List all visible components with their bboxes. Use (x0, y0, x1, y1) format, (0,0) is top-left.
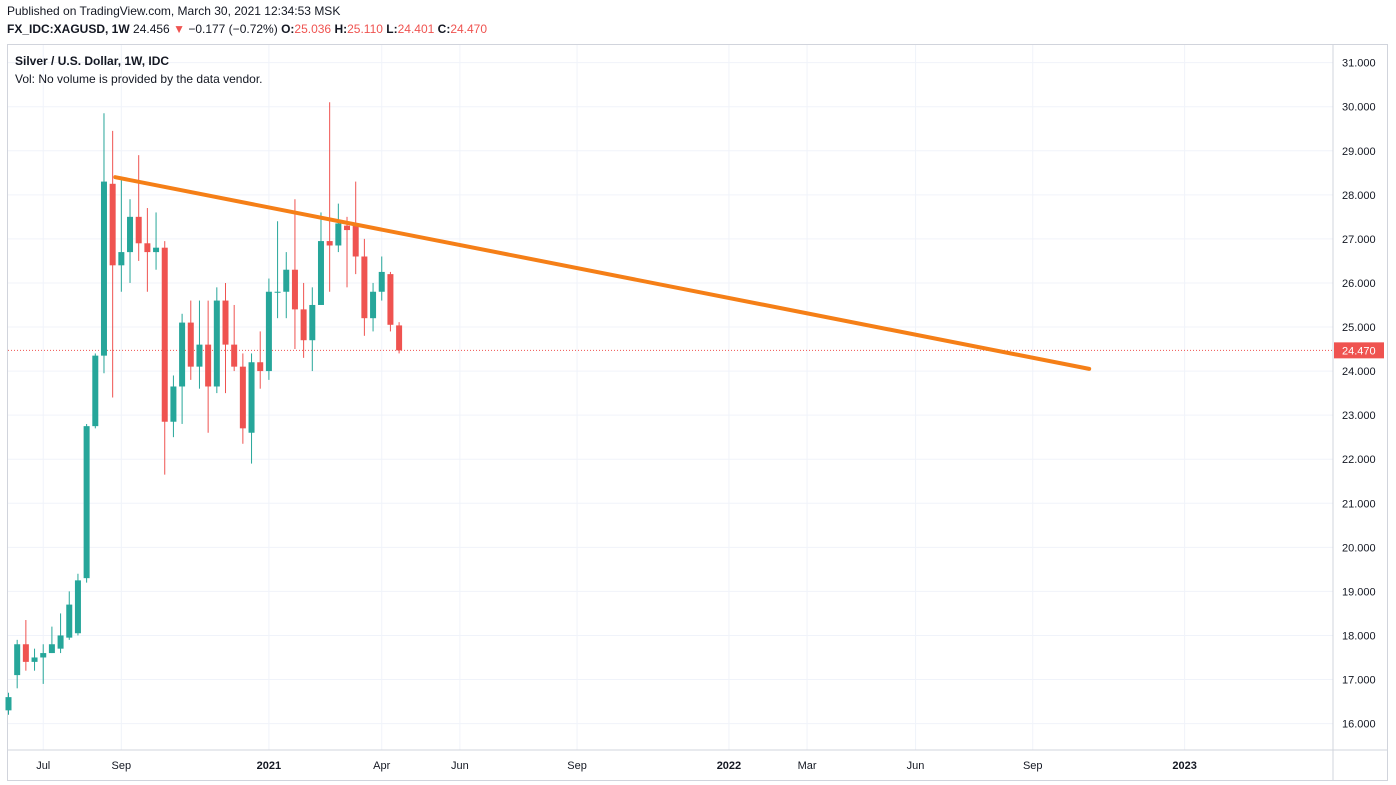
candle-body[interactable] (153, 247, 160, 253)
y-tick-label: 16.000 (1342, 719, 1376, 731)
x-tick-label: 2022 (717, 760, 741, 772)
y-tick-label: 26.000 (1342, 278, 1376, 290)
y-tick-label: 27.000 (1342, 234, 1376, 246)
candle-body[interactable] (309, 304, 316, 341)
candle-body[interactable] (205, 344, 212, 387)
last-price-badge (1334, 342, 1384, 359)
candle-body[interactable] (291, 269, 298, 310)
y-tick-label: 28.000 (1342, 190, 1376, 202)
y-tick-label: 20.000 (1342, 542, 1376, 554)
candle-body[interactable] (239, 366, 246, 429)
candle-body[interactable] (100, 181, 107, 356)
published-caption: Published on TradingView.com, March 30, … (7, 4, 341, 18)
candle-body[interactable] (387, 274, 394, 325)
symbol-header: FX_IDC:XAGUSD, 1W 24.456 ▼ −0.177 (−0.72… (7, 22, 487, 36)
candle-body[interactable] (361, 256, 368, 319)
chart-pane[interactable] (7, 44, 1388, 781)
candle-body[interactable] (170, 386, 177, 422)
low-label: L: (386, 22, 398, 36)
candle-body[interactable] (135, 216, 142, 244)
y-tick-label: 21.000 (1342, 498, 1376, 510)
trend-line[interactable] (113, 175, 1092, 371)
y-tick-label: 22.000 (1342, 454, 1376, 466)
last-price-label: 24.470 (1342, 345, 1376, 357)
x-tick-label: 2023 (1172, 760, 1196, 772)
close-label: C: (437, 22, 451, 36)
y-tick-label: 17.000 (1342, 675, 1376, 687)
candle-body[interactable] (222, 300, 229, 345)
x-tick-label: Jun (451, 760, 469, 772)
open-value: 25.036 (294, 22, 332, 36)
candle-body[interactable] (257, 362, 264, 372)
candle-body[interactable] (109, 183, 116, 266)
x-tick-label: Apr (373, 760, 390, 772)
y-tick-label: 25.000 (1342, 322, 1376, 334)
last-price: 24.456 (133, 22, 170, 36)
candle-body[interactable] (213, 300, 220, 387)
candle-body[interactable] (22, 644, 29, 662)
high-value: 25.110 (347, 22, 383, 36)
series-title: Silver / U.S. Dollar, 1W, IDC (15, 54, 170, 68)
y-tick-label: 30.000 (1342, 102, 1376, 114)
candle-body[interactable] (40, 653, 47, 658)
close-value: 24.470 (450, 22, 488, 36)
candle-body[interactable] (378, 271, 385, 292)
candle-body[interactable] (83, 426, 90, 579)
candle-body[interactable] (248, 362, 255, 433)
x-tick-label: Jul (36, 760, 50, 772)
candle-body[interactable] (196, 344, 203, 367)
y-tick-label: 18.000 (1342, 630, 1376, 642)
y-tick-label: 23.000 (1342, 410, 1376, 422)
volume-note: Vol: No volume is provided by the data v… (15, 72, 263, 86)
x-tick-label: Mar (798, 760, 817, 772)
candle-body[interactable] (74, 580, 81, 634)
x-tick-label: Sep (567, 760, 587, 772)
candle-body[interactable] (274, 291, 281, 293)
y-tick-label: 24.000 (1342, 366, 1376, 378)
candle-body[interactable] (326, 241, 333, 246)
candle-body[interactable] (161, 247, 168, 422)
candle-body[interactable] (370, 291, 377, 319)
open-label: O: (281, 22, 295, 36)
candle-body[interactable] (144, 243, 151, 253)
x-tick-label: 2021 (257, 760, 281, 772)
candle-body[interactable] (352, 225, 359, 257)
y-tick-label: 19.000 (1342, 586, 1376, 598)
chart-legend: Silver / U.S. Dollar, 1W, IDC Vol: No vo… (15, 52, 262, 88)
candle-body[interactable] (14, 644, 21, 676)
candle-body[interactable] (187, 322, 194, 367)
x-tick-label: Jun (907, 760, 925, 772)
candle-body[interactable] (283, 269, 290, 292)
down-arrow-icon: ▼ (173, 22, 185, 36)
symbol-name[interactable]: FX_IDC:XAGUSD, 1W (7, 22, 130, 36)
candle-body[interactable] (118, 252, 125, 266)
candle-body[interactable] (127, 216, 134, 253)
candle-body[interactable] (317, 241, 324, 305)
candle-body[interactable] (57, 635, 64, 649)
high-label: H: (334, 22, 348, 36)
x-tick-label: Sep (112, 760, 132, 772)
candle-body[interactable] (5, 697, 12, 711)
candle-body[interactable] (66, 604, 73, 638)
candle-body[interactable] (92, 355, 99, 427)
y-tick-label: 29.000 (1342, 146, 1376, 158)
low-value: 24.401 (397, 22, 435, 36)
y-tick-label: 31.000 (1342, 58, 1376, 70)
candle-body[interactable] (31, 657, 38, 662)
candle-body[interactable] (48, 644, 55, 654)
x-tick-label: Sep (1023, 760, 1043, 772)
candle-body[interactable] (265, 291, 272, 372)
price-change: −0.177 (−0.72%) (188, 22, 278, 36)
candle-body[interactable] (344, 225, 351, 231)
candle-body[interactable] (396, 325, 403, 351)
candle-body[interactable] (335, 223, 342, 246)
candle-body[interactable] (231, 344, 238, 367)
candle-body[interactable] (179, 322, 186, 387)
candle-body[interactable] (300, 309, 307, 341)
